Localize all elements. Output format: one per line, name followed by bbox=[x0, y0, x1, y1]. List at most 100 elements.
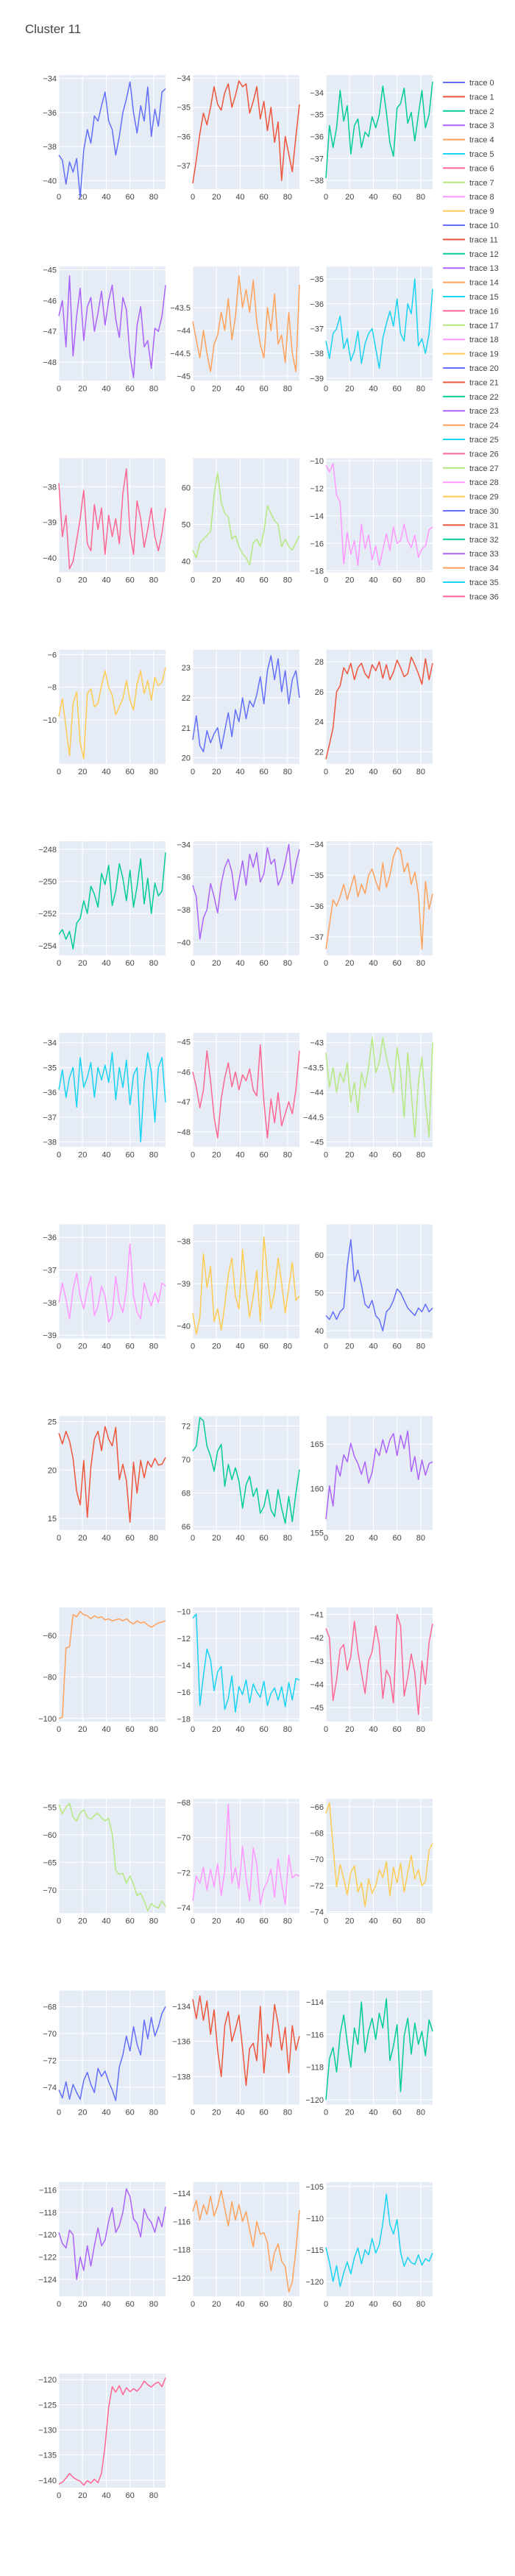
x-tick-label: 80 bbox=[283, 2109, 292, 2117]
y-tick-label: −36 bbox=[310, 132, 324, 141]
subplot-20: 0 20 40 60 80 40 50 60 bbox=[315, 1224, 433, 1351]
x-tick-label: 40 bbox=[102, 2491, 110, 2500]
legend-label: trace 13 bbox=[469, 264, 499, 273]
y-tick-label: −14 bbox=[310, 512, 324, 521]
x-tick-label: 20 bbox=[78, 959, 87, 968]
legend-label: trace 32 bbox=[469, 536, 499, 545]
subplot-24: 0 20 40 60 80 −100 −80 −60 bbox=[38, 1607, 166, 1734]
series-line-0 bbox=[58, 81, 166, 199]
subplot-2: 0 20 40 60 80 −38 −37 −36 −35 −34 bbox=[310, 75, 433, 202]
subplot-30: 0 20 40 60 80 −74 −72 −70 −68 bbox=[43, 1990, 166, 2117]
y-tick-label: −16 bbox=[310, 539, 324, 548]
x-tick-label: 60 bbox=[260, 1342, 269, 1351]
x-tick-label: 60 bbox=[260, 2109, 269, 2117]
x-tick-label: 60 bbox=[126, 959, 135, 968]
x-tick-label: 60 bbox=[126, 193, 135, 202]
x-tick-label: 40 bbox=[235, 959, 244, 968]
series-line-28 bbox=[192, 1803, 300, 1906]
x-tick-label: 80 bbox=[149, 1342, 158, 1351]
series-line-35 bbox=[325, 2193, 433, 2287]
x-tick-label: 0 bbox=[57, 2300, 61, 2309]
x-tick-label: 0 bbox=[191, 2300, 195, 2309]
series-line-11 bbox=[325, 657, 433, 760]
y-tick-label: −45 bbox=[310, 1704, 324, 1713]
y-tick-label: 22 bbox=[315, 748, 324, 757]
y-tick-label: −72 bbox=[43, 2056, 57, 2065]
x-tick-label: 20 bbox=[78, 2109, 87, 2117]
y-tick-label: −36 bbox=[177, 874, 191, 882]
subplot-35: 0 20 40 60 80 −120 −115 −110 −105 bbox=[305, 2182, 433, 2309]
y-tick-label: −12 bbox=[177, 1635, 191, 1643]
y-tick-label: −37 bbox=[177, 162, 191, 171]
y-tick-label: −38 bbox=[310, 350, 324, 358]
y-tick-label: −41 bbox=[310, 1610, 324, 1619]
y-tick-label: 40 bbox=[182, 558, 191, 567]
x-tick-label: 80 bbox=[149, 1725, 158, 1734]
y-tick-label: 160 bbox=[310, 1485, 324, 1493]
x-tick-label: 60 bbox=[393, 2109, 402, 2117]
subplot-8: 0 20 40 60 80 −18 −16 −14 −12 −10 bbox=[310, 457, 433, 585]
y-tick-label: −36 bbox=[310, 300, 324, 309]
x-tick-label: 80 bbox=[416, 576, 425, 585]
x-tick-label: 20 bbox=[212, 1150, 221, 1159]
legend-label: trace 24 bbox=[469, 422, 499, 431]
x-tick-label: 0 bbox=[191, 1725, 195, 1734]
x-tick-label: 20 bbox=[345, 384, 354, 393]
x-tick-label: 60 bbox=[126, 2300, 135, 2309]
y-tick-label: −38 bbox=[43, 483, 57, 492]
y-tick-label: −120 bbox=[305, 2278, 324, 2287]
x-tick-label: 80 bbox=[149, 2491, 158, 2500]
x-tick-label: 80 bbox=[283, 1534, 292, 1543]
x-tick-label: 20 bbox=[212, 1534, 221, 1543]
x-tick-label: 80 bbox=[416, 1534, 425, 1543]
x-tick-label: 0 bbox=[324, 384, 328, 393]
x-tick-label: 0 bbox=[57, 2491, 61, 2500]
x-tick-label: 40 bbox=[235, 193, 244, 202]
x-tick-label: 60 bbox=[126, 1534, 135, 1543]
x-tick-label: 60 bbox=[393, 2300, 402, 2309]
y-tick-label: −40 bbox=[43, 554, 57, 563]
series-line-25 bbox=[192, 1613, 300, 1713]
subplot-3: 0 20 40 60 80 −48 −47 −46 −45 bbox=[43, 266, 166, 393]
x-tick-label: 0 bbox=[191, 193, 195, 202]
y-tick-label: −60 bbox=[43, 1632, 57, 1641]
y-tick-label: −115 bbox=[306, 2246, 324, 2255]
y-tick-label: −36 bbox=[177, 132, 191, 141]
x-tick-label: 40 bbox=[369, 1917, 377, 1925]
legend: trace 0 trace 1 trace 2 trace 3 trace 4 trace… bbox=[443, 79, 499, 601]
x-tick-label: 60 bbox=[393, 384, 402, 393]
subplot-0: 0 20 40 60 80−40−38−36−34 bbox=[43, 75, 166, 202]
plot-area bbox=[59, 1415, 166, 1530]
y-tick-label: −44 bbox=[177, 327, 191, 336]
series-line-17 bbox=[325, 1037, 433, 1138]
subplot-22: 0 20 40 60 80 66 68 70 72 bbox=[182, 1415, 300, 1543]
plot-area bbox=[193, 1033, 299, 1147]
y-tick-label: −110 bbox=[306, 2215, 324, 2223]
plot-area bbox=[193, 266, 299, 381]
x-tick-label: 20 bbox=[212, 2300, 221, 2309]
plot-area bbox=[326, 1799, 433, 1914]
series-line-9 bbox=[58, 667, 166, 760]
legend-label: trace 1 bbox=[469, 93, 494, 102]
x-tick-label: 60 bbox=[126, 1917, 135, 1925]
x-tick-label: 60 bbox=[393, 1150, 402, 1159]
x-tick-label: 40 bbox=[235, 1342, 244, 1351]
y-tick-label: −38 bbox=[177, 1237, 191, 1246]
x-tick-label: 20 bbox=[345, 1917, 354, 1925]
y-tick-label: −38 bbox=[310, 177, 324, 185]
x-tick-label: 40 bbox=[235, 1150, 244, 1159]
legend-label: trace 0 bbox=[469, 79, 494, 88]
y-tick-label: 20 bbox=[182, 754, 191, 763]
y-tick-label: −47 bbox=[43, 328, 57, 336]
legend-label: trace 8 bbox=[469, 193, 494, 202]
series-line-4 bbox=[192, 275, 300, 372]
x-tick-label: 40 bbox=[369, 1342, 377, 1351]
x-tick-label: 80 bbox=[416, 1150, 425, 1159]
x-tick-label: 0 bbox=[324, 1534, 328, 1543]
y-tick-label: −118 bbox=[173, 2246, 191, 2255]
x-tick-label: 20 bbox=[345, 1534, 354, 1543]
plot-area bbox=[326, 1415, 433, 1530]
x-tick-label: 40 bbox=[102, 1150, 110, 1159]
y-tick-label: −72 bbox=[177, 1869, 191, 1878]
